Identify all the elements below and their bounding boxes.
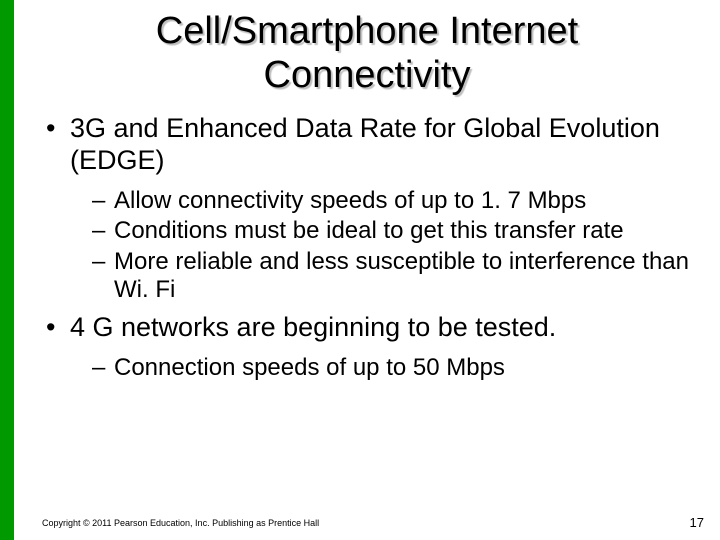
slide-body: 3G and Enhanced Data Rate for Global Evo…	[14, 97, 720, 382]
title-line-2: Connectivity	[264, 54, 471, 96]
accent-bar	[0, 0, 14, 540]
bullet-list: 3G and Enhanced Data Rate for Global Evo…	[42, 113, 700, 382]
bullet-text: More reliable and less susceptible to in…	[114, 248, 689, 303]
slide-title: Cell/Smartphone Internet Connectivity	[14, 0, 720, 97]
list-item: 4 G networks are beginning to be tested.…	[42, 312, 700, 382]
list-item: More reliable and less susceptible to in…	[92, 248, 700, 305]
list-item: 3G and Enhanced Data Rate for Global Evo…	[42, 113, 700, 304]
sub-list: Connection speeds of up to 50 Mbps	[70, 354, 700, 382]
bullet-text: 3G and Enhanced Data Rate for Global Evo…	[70, 113, 660, 175]
list-item: Connection speeds of up to 50 Mbps	[92, 354, 700, 382]
bullet-text: Allow connectivity speeds of up to 1. 7 …	[114, 187, 586, 214]
title-line-1: Cell/Smartphone Internet	[156, 10, 578, 52]
bullet-text: Connection speeds of up to 50 Mbps	[114, 354, 505, 381]
bullet-text: 4 G networks are beginning to be tested.	[70, 312, 556, 342]
page-number: 17	[690, 515, 704, 530]
sub-list: Allow connectivity speeds of up to 1. 7 …	[70, 187, 700, 304]
bullet-text: Conditions must be ideal to get this tra…	[114, 217, 624, 244]
list-item: Conditions must be ideal to get this tra…	[92, 217, 700, 245]
list-item: Allow connectivity speeds of up to 1. 7 …	[92, 187, 700, 215]
copyright-footer: Copyright © 2011 Pearson Education, Inc.…	[42, 518, 319, 528]
slide-content: Cell/Smartphone Internet Connectivity 3G…	[14, 0, 720, 540]
